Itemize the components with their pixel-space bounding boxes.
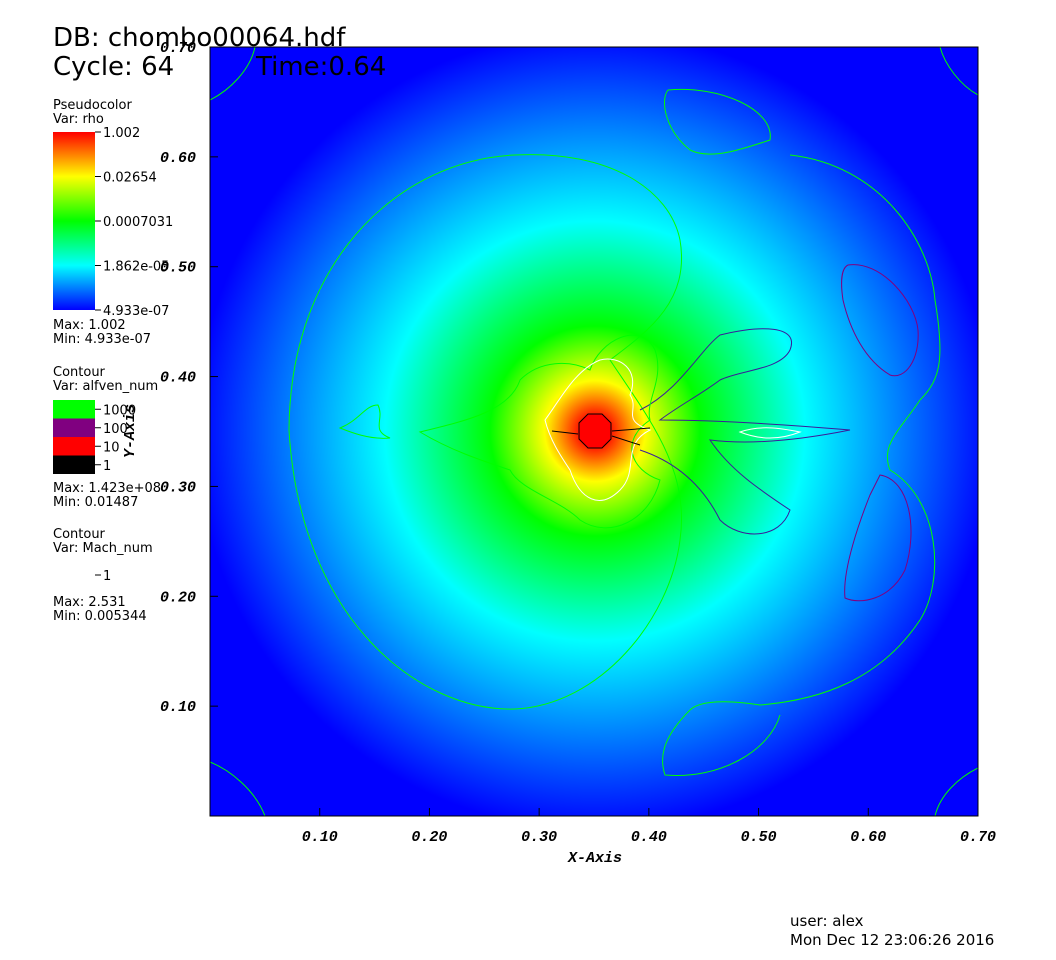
legend-level: 1 [103,459,111,474]
legend-var: Var: Mach_num [53,541,153,556]
date-label: Mon Dec 12 23:06:26 2016 [790,931,994,949]
y-tick-label: 0.50 [160,260,196,277]
contours [210,47,978,816]
legend-max: Max: 1.002 [53,318,126,333]
x-axis-title: X-Axis [567,850,622,867]
y-tick-label: 0.60 [160,150,196,167]
legend-level: 10 [103,440,120,455]
colorbar-tick-label: 0.02654 [103,171,157,186]
legend-level: 1000 [103,403,136,418]
colorbar-tick-label: 1.002 [103,126,140,141]
contour-line [639,328,851,535]
y-axis-title: Y-Axis [122,404,139,458]
contour-line [544,358,652,501]
y-tick-label: 0.20 [160,589,196,606]
contour-line [664,88,771,155]
contour-line [844,474,912,602]
user-label: user: alex [790,912,864,930]
y-tick-label: 0.40 [160,370,196,387]
legend-var: Var: alfven_num [53,379,158,394]
legend-min: Min: 0.005344 [53,609,147,624]
x-tick-label: 0.20 [411,829,447,846]
db-label: DB: chombo00064.hdf [53,23,346,53]
legend-plot: Contour [53,365,106,380]
y-tick-label: 0.10 [160,699,196,716]
legend-var: Var: rho [53,112,104,127]
y-tick-label: 0.70 [160,40,196,57]
legend-max: Max: 2.531 [53,595,126,610]
contour-line [662,154,941,777]
legend-max: Max: 1.423e+08 [53,481,161,496]
legend-swatch [53,418,95,437]
cycle-label: Cycle: 64 [53,52,174,82]
contour-line [418,334,661,529]
x-tick-label: 0.60 [850,829,886,846]
colorbar [53,132,95,310]
legend-swatch [53,437,95,456]
legend-level: 100 [103,422,128,437]
x-tick-label: 0.70 [960,829,996,846]
legend-swatch [53,400,95,419]
contour-line [210,47,978,816]
contour-line [738,427,802,439]
colorbar-tick-label: 4.933e-07 [103,304,169,319]
colorbar-tick-label: 1.862e-05 [103,260,169,275]
plot-frame [209,46,979,817]
legend-level: 1 [103,569,111,584]
legend-plot: Pseudocolor [53,98,132,113]
legend-min: Min: 4.933e-07 [53,332,151,347]
legend-min: Min: 0.01487 [53,495,138,510]
x-tick-label: 0.30 [521,829,557,846]
y-tick-label: 0.30 [160,479,196,496]
x-tick-label: 0.50 [741,829,777,846]
legend-swatch [53,455,95,474]
contour-line [551,427,651,446]
time-label: Time:0.64 [255,52,386,82]
contour-line [338,404,391,439]
contour-core [578,413,612,449]
colorbar-tick-label: 0.0007031 [103,215,173,230]
legend-plot: Contour [53,527,106,542]
contour-line [288,154,682,710]
x-tick-label: 0.10 [302,829,338,846]
contour-line [841,264,919,377]
x-tick-label: 0.40 [631,829,667,846]
